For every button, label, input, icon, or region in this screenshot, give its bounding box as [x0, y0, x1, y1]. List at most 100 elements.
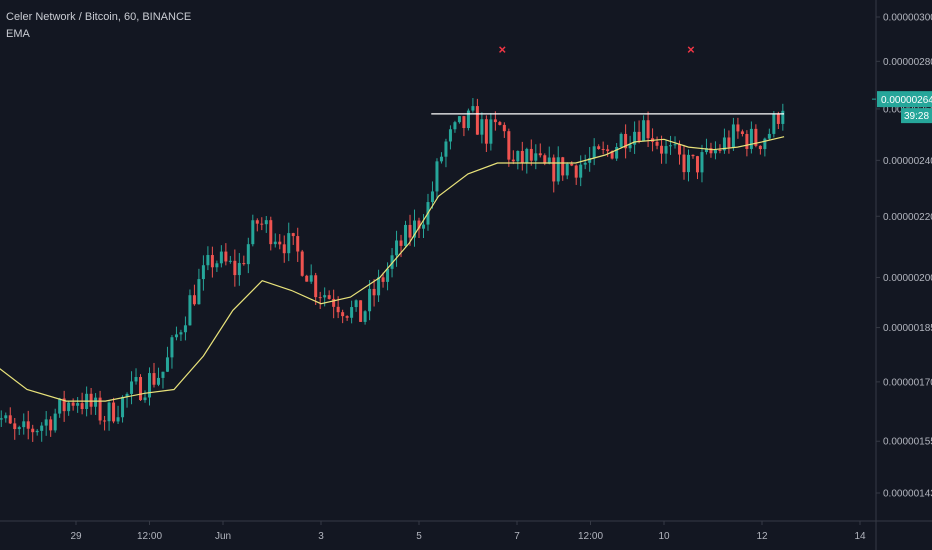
candle [511, 150, 515, 165]
candle [251, 214, 255, 247]
candle [332, 289, 336, 319]
candle-body [695, 156, 699, 173]
candle [359, 300, 363, 322]
candle-body [709, 148, 713, 154]
candle [758, 145, 762, 155]
candle-body [561, 157, 565, 176]
candle-body [94, 397, 98, 407]
candle [40, 422, 44, 442]
candle [507, 128, 511, 167]
candle-body [273, 241, 277, 245]
candle-body [201, 265, 205, 280]
candle [44, 411, 48, 436]
candle-body [377, 277, 381, 296]
candle-body [260, 223, 264, 225]
candle-body [417, 220, 421, 229]
candle [660, 135, 664, 164]
candle-body [80, 403, 84, 409]
candle [655, 136, 659, 150]
candle [704, 138, 708, 155]
indicator-label[interactable]: EMA [6, 28, 30, 40]
candle [709, 142, 713, 158]
candle-body [300, 251, 304, 276]
candle-body [192, 295, 196, 305]
candle-body [148, 373, 151, 398]
candle-body [125, 393, 129, 397]
candle [381, 272, 385, 288]
candle-body [493, 119, 497, 123]
candle-body [678, 144, 682, 155]
candle [695, 155, 699, 180]
candle-body [633, 131, 637, 145]
candle [713, 141, 717, 160]
candle-body [687, 154, 690, 173]
candle-body [327, 295, 331, 299]
candle-body [502, 124, 506, 132]
candle [700, 144, 704, 183]
candle [174, 326, 178, 341]
candle [722, 128, 726, 154]
time-axis: 29 12:00 Jun 3 5 7 12:00 10 12 14 [0, 520, 932, 542]
candle-body [251, 220, 255, 245]
candle [134, 368, 138, 385]
candle [121, 395, 125, 423]
candle-body [624, 133, 628, 149]
time-tick-label: 5 [416, 531, 422, 542]
candle [646, 111, 650, 148]
time-tick-label: 14 [854, 531, 866, 542]
candle [395, 230, 399, 267]
candle-body [336, 306, 340, 313]
candle-body [381, 277, 385, 282]
time-tick-label: Jun [215, 531, 231, 542]
candle-body [372, 288, 376, 296]
candle-body [776, 114, 780, 124]
candle [237, 253, 241, 286]
candle-body [17, 427, 21, 430]
candle [538, 143, 542, 158]
candle-body [516, 150, 520, 162]
candle-body [444, 141, 448, 157]
candle [22, 413, 26, 435]
candle [583, 154, 587, 170]
candle-body [237, 263, 241, 276]
candle [242, 255, 246, 266]
candle-body [767, 133, 771, 139]
candle [570, 161, 574, 167]
candle-body [26, 421, 30, 429]
candle-body [305, 275, 309, 282]
candle-body [363, 311, 367, 322]
candle [219, 245, 223, 268]
candle [687, 149, 690, 182]
candle-body [390, 255, 394, 269]
candle-body [552, 157, 556, 182]
candle [439, 152, 443, 164]
candle [161, 371, 165, 389]
candle [291, 232, 295, 245]
candle [682, 144, 686, 180]
candle-body [386, 268, 390, 282]
candle-body [466, 110, 470, 129]
candle [31, 424, 35, 442]
candle-body [471, 106, 475, 111]
candle-body [520, 150, 524, 163]
candle [273, 233, 277, 248]
candle [264, 215, 268, 233]
candle-body [350, 307, 354, 318]
candle-body [534, 153, 538, 161]
candle [139, 374, 143, 401]
candle [80, 392, 84, 415]
candle-body [134, 377, 138, 382]
candle [314, 272, 318, 305]
time-tick-label: 12 [756, 531, 768, 542]
candle [269, 216, 273, 251]
candle [727, 130, 731, 154]
candle [4, 412, 8, 423]
candle-body [628, 144, 632, 149]
candle [354, 299, 358, 312]
candle [377, 269, 381, 302]
candle [534, 144, 538, 170]
candle [525, 147, 529, 174]
candle-body [606, 149, 610, 152]
candle-body [368, 288, 372, 312]
